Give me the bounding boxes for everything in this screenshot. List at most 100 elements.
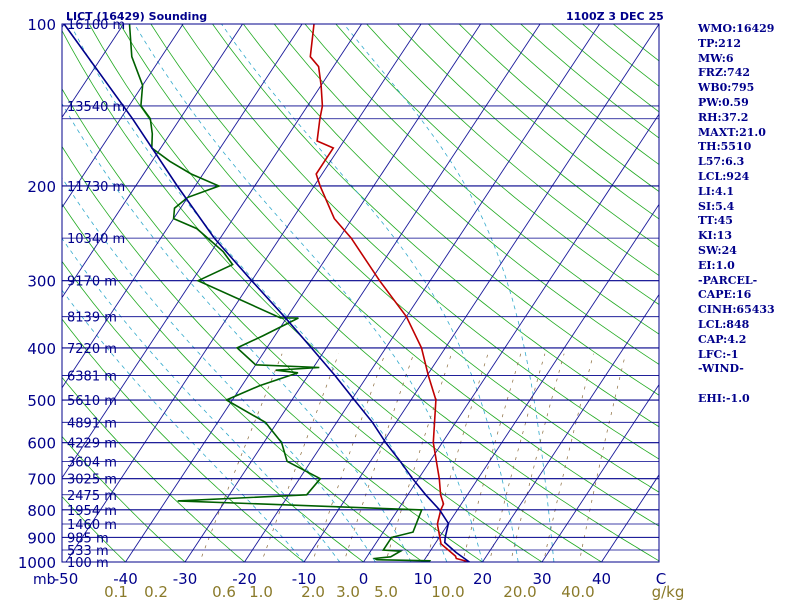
dry-adiabat: [62, 203, 424, 562]
index-item: TT:45: [698, 214, 733, 228]
index-item: MAXT:21.0: [698, 125, 766, 139]
index-item: CAPE:16: [698, 288, 752, 302]
height-label: 5610 m: [67, 394, 117, 409]
mixing-ratio-line: [199, 353, 283, 562]
index-item: LCL:848: [698, 317, 750, 331]
height-label: 6381 m: [67, 369, 117, 384]
height-label: 3604 m: [67, 455, 117, 470]
isotherm: [600, 474, 659, 562]
index-item: RH:37.2: [698, 110, 749, 124]
mixing-ratio-line: [425, 353, 489, 562]
dry-adiabat: [212, 24, 659, 428]
height-label: 11730 m: [67, 180, 125, 195]
dry-adiabat: [62, 495, 127, 562]
temperature-tick-label: C: [656, 570, 666, 588]
pressure-tick-label: 800: [27, 502, 56, 520]
pressure-tick-label: 500: [27, 392, 56, 410]
mixing-ratio-tick-label: 0.6: [212, 583, 236, 600]
pressure-tick-label: 600: [27, 435, 56, 453]
mixing-ratio-tick-label: 0.2: [144, 583, 168, 600]
temperature-tick-label: -40: [113, 570, 138, 588]
dry-adiabat: [273, 24, 659, 365]
mixing-ratio-tick-label: 2.0: [301, 583, 325, 600]
mixing-ratio-line: [385, 353, 452, 562]
height-label: 4891 m: [67, 416, 117, 431]
dry-adiabat: [181, 24, 659, 460]
dry-adiabat: [62, 145, 484, 562]
index-item: KI:13: [698, 229, 733, 243]
height-label: 100 m: [67, 556, 109, 571]
indices-panel: WMO:16429 TP:212 MW:6 FRZ:742 WB0:795 PW:0.59…: [698, 22, 798, 407]
index-item: WB0:795: [698, 81, 755, 95]
index-item: -WIND-: [698, 362, 744, 376]
temperature-tick-label: -50: [54, 570, 79, 588]
trace-series-1: [128, 24, 432, 562]
temperature-tick-label: 10: [413, 570, 432, 588]
temperature-tick-label: 20: [473, 570, 492, 588]
index-item: LI:4.1: [698, 184, 735, 198]
mixing-ratio-line: [488, 353, 546, 562]
height-label: 4229 m: [67, 437, 117, 452]
height-label: 16100 m: [67, 18, 125, 33]
height-label: 985 m: [67, 531, 109, 546]
mixing-ratio-line: [462, 353, 522, 562]
pressure-unit-label: mb: [33, 572, 56, 588]
pressure-tick-label: 300: [27, 273, 56, 291]
mixing-ratio-tick-label: g/kg: [652, 583, 685, 600]
temperature-tick-label: -20: [232, 570, 257, 588]
index-item: LCL:924: [698, 169, 750, 183]
index-item: WMO:16429: [698, 22, 775, 35]
pressure-tick-label: 900: [27, 529, 56, 547]
temperature-tick-label: 0: [359, 570, 369, 588]
isotherm: [481, 293, 659, 562]
height-label: 10340 m: [67, 232, 125, 247]
dry-adiabat: [62, 376, 246, 562]
pressure-tick-label: 100: [27, 16, 56, 34]
isotherm: [0, 12, 12, 573]
isotherm: [62, 24, 65, 28]
height-label: 7220 m: [67, 342, 117, 357]
height-label: 1954 m: [67, 504, 117, 519]
mixing-ratio-tick-label: 40.0: [561, 583, 594, 600]
pressure-tick-label: 400: [27, 340, 56, 358]
height-label: 8139 m: [67, 311, 117, 326]
index-item: EI:1.0: [698, 258, 735, 272]
index-item: CINH:65433: [698, 303, 775, 317]
plot-area: [62, 24, 659, 562]
index-item: FRZ:742: [698, 66, 751, 80]
mixing-ratio-tick-label: 1.0: [249, 583, 273, 600]
index-item: CAP:4.2: [698, 332, 747, 346]
temperature-tick-label: 30: [532, 570, 551, 588]
station-title: LICT (16429) Sounding: [66, 10, 207, 23]
dry-adiabat: [366, 24, 659, 276]
index-item: SW:24: [698, 243, 737, 257]
index-spacer: [698, 377, 798, 392]
height-label: 1460 m: [67, 518, 117, 533]
mixing-ratio-tick-label: 3.0: [336, 583, 360, 600]
temperature-tick-label: -10: [292, 570, 317, 588]
isotherm: [541, 383, 659, 562]
dry-adiabat: [119, 24, 659, 527]
height-label: 2475 m: [67, 489, 117, 504]
plot-frame: [61, 23, 660, 563]
height-label: 533 m: [67, 544, 109, 559]
dry-adiabat: [242, 24, 659, 396]
pressure-tick-label: 1000: [18, 554, 56, 572]
index-item: EHI:-1.0: [698, 391, 750, 405]
index-item: SI:5.4: [698, 199, 735, 213]
index-item: L57:6.3: [698, 155, 745, 169]
dry-adiabat: [62, 435, 186, 562]
time-label: 1100Z 3 DEC 25: [566, 10, 664, 23]
dry-adiabat: [88, 24, 659, 562]
temperature-tick-label: 40: [592, 570, 611, 588]
sounding-traces: [63, 24, 470, 562]
pressure-tick-label: 200: [27, 178, 56, 196]
dry-adiabat: [62, 88, 543, 562]
index-item: PW:0.59: [698, 95, 749, 109]
temperature-tick-label: -30: [173, 570, 198, 588]
mixing-ratio-line: [261, 353, 340, 562]
dry-adiabat: [304, 24, 659, 335]
